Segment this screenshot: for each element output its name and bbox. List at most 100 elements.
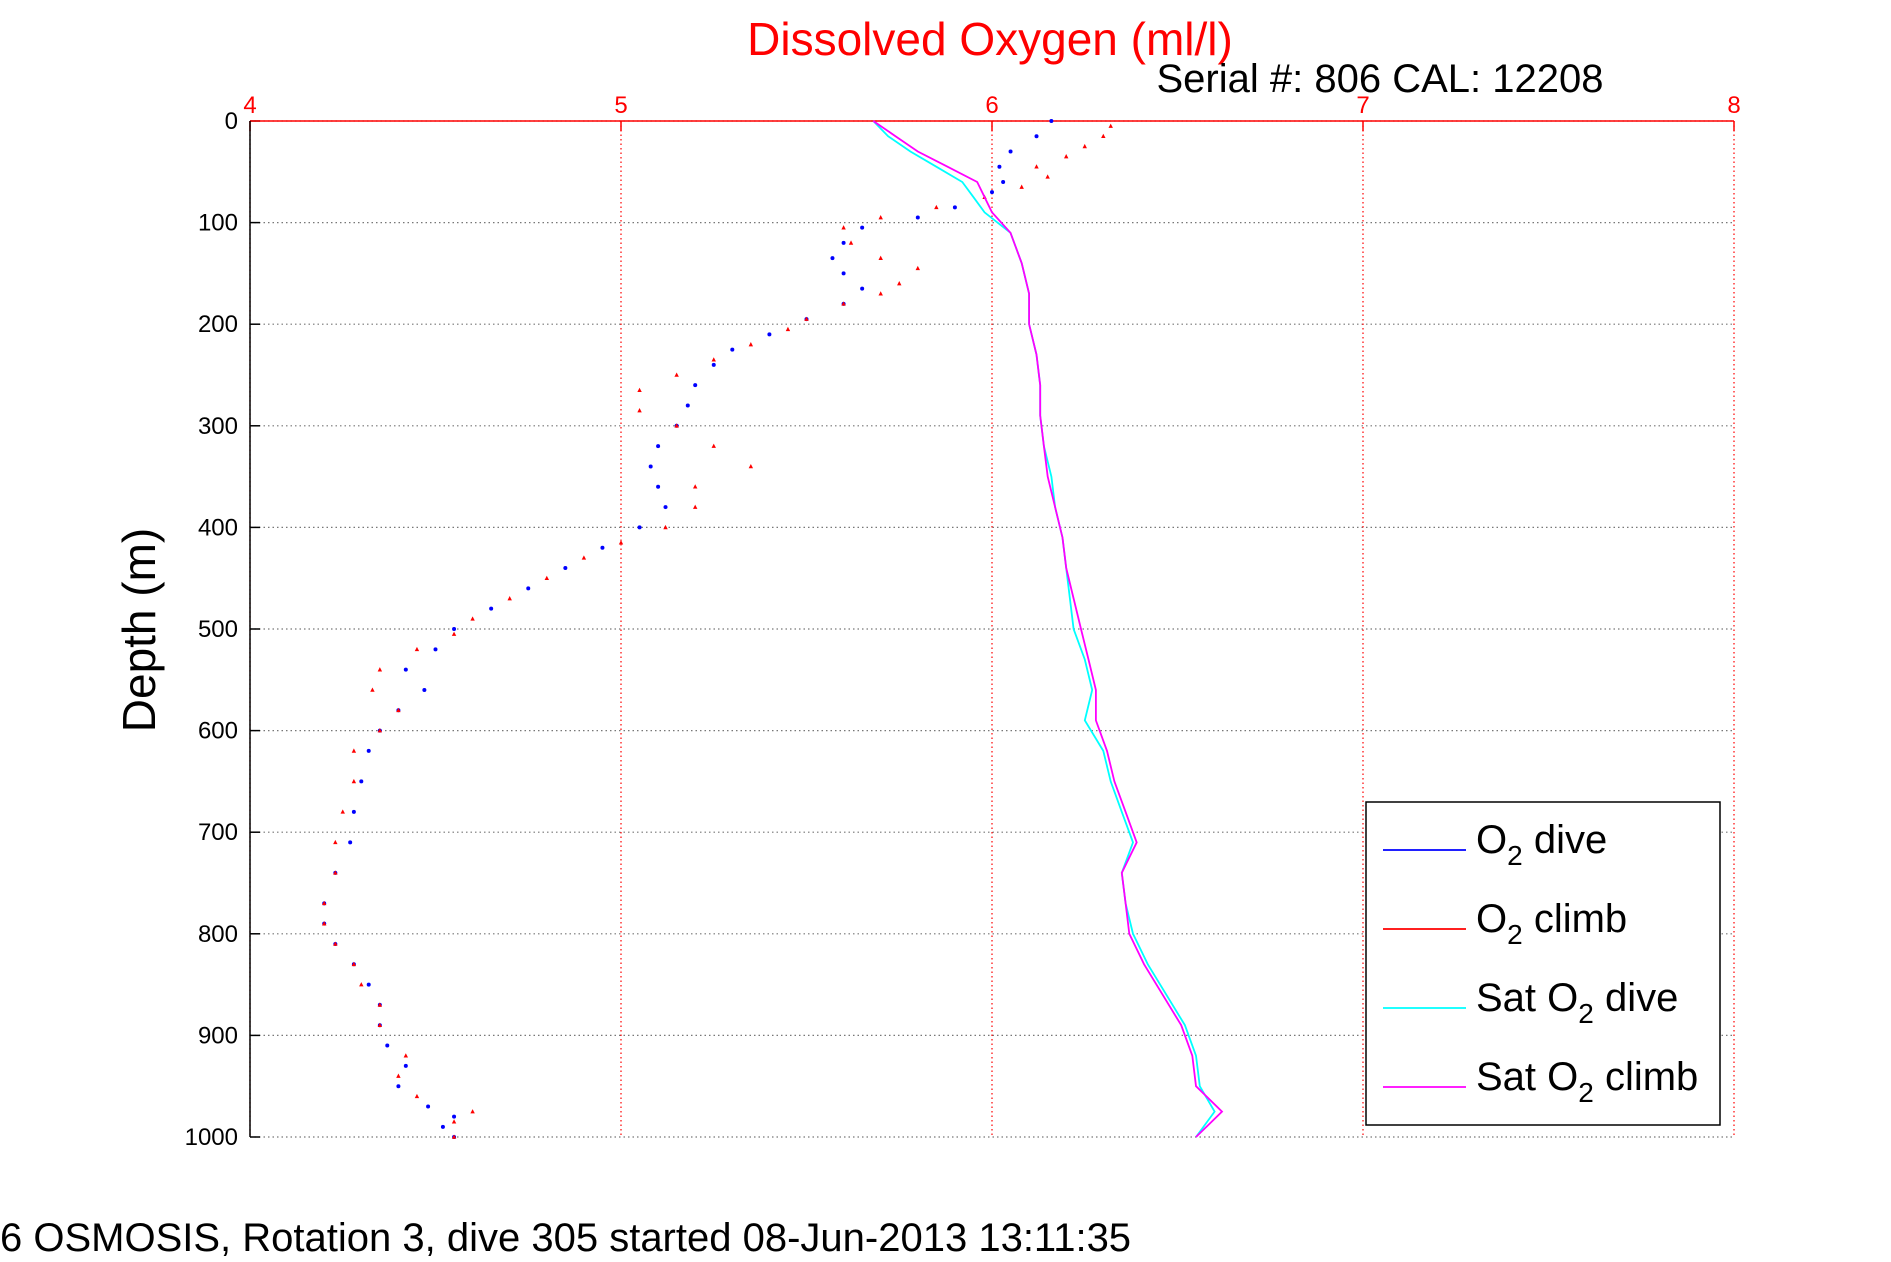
o2-climb-point — [451, 1119, 457, 1124]
y-tick-label: 700 — [198, 819, 238, 846]
y-tick-label: 600 — [198, 718, 238, 745]
o2-dive-point — [656, 484, 661, 489]
y-tick-label: 800 — [198, 921, 238, 948]
o2-dive-point — [767, 332, 772, 337]
o2-dive-point — [396, 1084, 401, 1089]
o2-climb-point — [451, 631, 457, 636]
y-tick-label: 500 — [198, 616, 238, 643]
o2-dive-point — [915, 215, 920, 220]
o2-climb-point — [377, 1022, 383, 1028]
o2-climb-point — [370, 687, 375, 692]
y-tick-label: 100 — [198, 210, 238, 237]
o2-climb-point — [333, 839, 338, 845]
legend-label: Sat O2 climb — [1476, 1055, 1698, 1108]
o2-climb-point — [785, 326, 791, 332]
o2-climb-point — [507, 596, 512, 601]
o2-dive-point — [1008, 149, 1013, 154]
o2-climb-point — [544, 575, 549, 580]
o2-climb-point — [377, 1002, 383, 1007]
o2-climb-point — [693, 484, 698, 489]
o2-climb-point — [1019, 184, 1024, 189]
o2-dive-point — [359, 779, 364, 784]
o2-climb-point — [1064, 154, 1069, 159]
o2-climb-point — [878, 255, 883, 260]
o2-climb-point — [674, 423, 679, 428]
o2-dive-point — [1049, 119, 1054, 123]
o2-dive-point — [685, 403, 690, 408]
y-tick-label: 300 — [198, 413, 238, 440]
o2-climb-point — [637, 387, 642, 393]
o2-climb-point — [377, 728, 383, 733]
o2-dive-point — [637, 525, 642, 530]
o2-climb-point — [848, 240, 854, 245]
o2-dive-point — [440, 1124, 445, 1129]
y-tick-label: 200 — [198, 311, 238, 338]
dive-info-footer: 6 OSMOSIS, Rotation 3, dive 305 started … — [0, 1216, 1131, 1260]
o2-climb-point — [878, 215, 883, 220]
o2-climb-point — [333, 941, 338, 946]
o2-climb-point — [377, 667, 383, 672]
o2-dive-point — [452, 1114, 457, 1119]
axis-layer: 0 100 200 300 400 500 600 700 800 900 1000 4 5 6 7 8 — [185, 92, 1741, 1151]
chart-subtitle: Serial #: 806 CAL: 12208 — [1157, 57, 1604, 101]
legend-box — [1365, 801, 1721, 1126]
o2-dive-point — [403, 667, 408, 672]
o2-dive-point — [997, 164, 1002, 169]
o2-dive-point — [656, 444, 661, 449]
o2-climb-point — [396, 1073, 401, 1078]
o2-climb-point — [1101, 133, 1106, 139]
x-tick-label: 4 — [243, 92, 256, 119]
sat-o2-dive-line — [872, 120, 1216, 1138]
o2-climb-point — [693, 504, 698, 509]
o2-climb-point — [351, 748, 357, 753]
y-axis-label: Depth (m) — [113, 528, 165, 732]
o2-dive-point — [841, 240, 846, 245]
o2-climb-point — [414, 646, 420, 652]
legend-label: Sat O2 dive — [1476, 976, 1678, 1029]
o2-dive-point — [990, 190, 994, 195]
o2-dive-point — [385, 1043, 390, 1048]
o2-dive-point — [422, 687, 427, 692]
x-tick-label: 7 — [1356, 92, 1369, 119]
o2-climb-point — [748, 342, 754, 347]
o2-climb-point — [841, 225, 846, 230]
o2-climb-point — [451, 1134, 457, 1139]
o2-dive-point — [348, 840, 353, 845]
o2-dive-point — [730, 347, 735, 352]
chart-title: Dissolved Oxygen (ml/l) — [747, 13, 1233, 65]
o2-dive-point — [1001, 179, 1006, 184]
o2-dive-point — [1034, 134, 1039, 139]
y-tick-label: 900 — [198, 1022, 238, 1049]
o2-dive-point — [648, 464, 653, 469]
o2-climb-point — [915, 265, 920, 271]
o2-climb-point — [934, 204, 939, 210]
o2-climb-point — [841, 301, 846, 306]
o2-dive-point — [452, 627, 457, 631]
o2-climb-point — [897, 281, 902, 286]
o2-dive-point — [860, 286, 865, 291]
legend: O2 dive O2 climb Sat O2 dive Sat O2 climb — [1365, 801, 1721, 1126]
o2-dive-point — [366, 982, 371, 987]
o2-dive-point — [952, 205, 957, 210]
y-tick-label: 400 — [198, 514, 238, 541]
o2-climb-point — [396, 707, 401, 713]
o2-climb-point — [618, 540, 624, 545]
o2-climb-point — [403, 1053, 409, 1058]
sat-o2-climb-line — [872, 120, 1224, 1138]
o2-climb-point — [637, 408, 642, 413]
o2-dive-point — [489, 606, 494, 611]
o2-climb-point — [322, 921, 327, 926]
o2-climb-point — [663, 524, 668, 530]
o2-dive-point — [526, 586, 531, 591]
o2-dive-point — [830, 256, 835, 261]
o2-climb-point — [333, 870, 338, 875]
o2-dive-point — [600, 545, 605, 550]
series-layer — [322, 119, 1224, 1139]
o2-climb-point — [359, 982, 364, 987]
o2-dive-point — [403, 1063, 408, 1068]
x-tick-label: 8 — [1727, 92, 1740, 119]
o2-dive-point — [351, 809, 356, 814]
o2-dive-point — [426, 1104, 431, 1109]
o2-climb-point — [414, 1093, 420, 1099]
